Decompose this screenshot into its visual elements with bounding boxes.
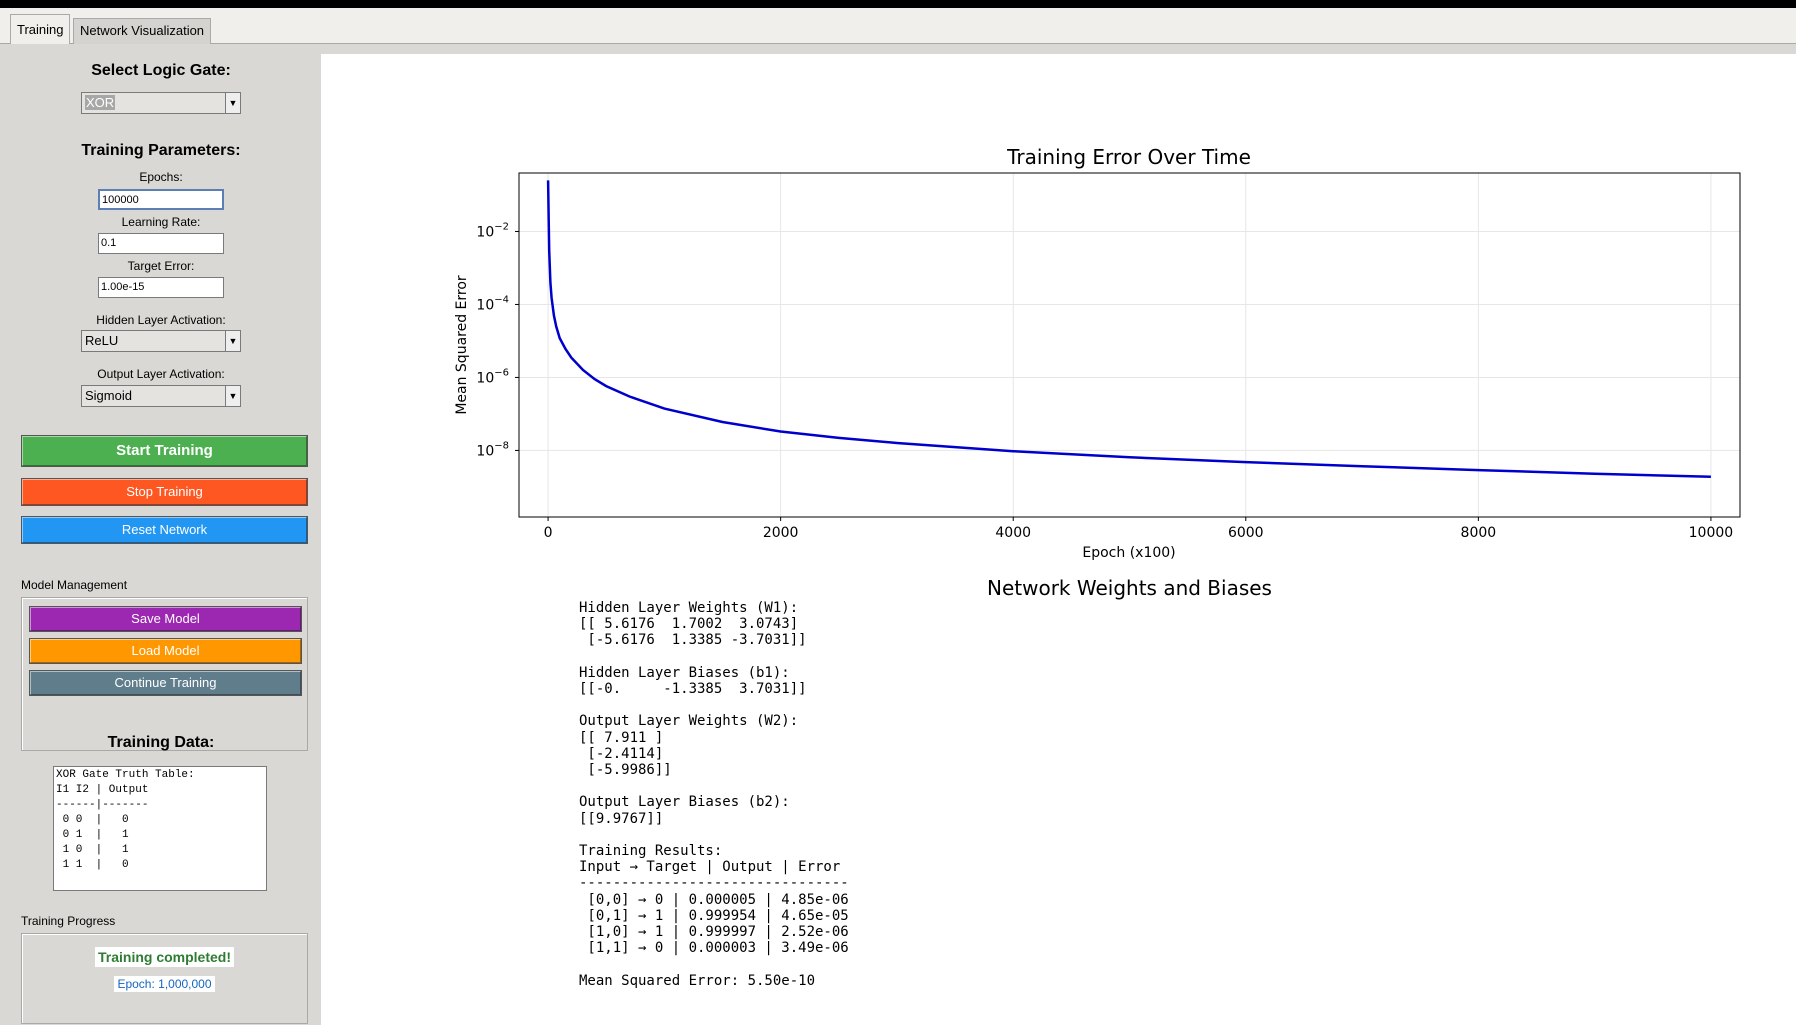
x-axis-label: Epoch (x100) bbox=[1082, 545, 1175, 561]
plot-area: Training Error Over Time 0 2000 4000 6000 80… bbox=[321, 54, 1796, 1025]
params-heading: Training Parameters: bbox=[81, 142, 241, 159]
chart-ticks: 0 2000 4000 6000 8000 10000 10−2 10−4 10−6 10−8 bbox=[476, 221, 1733, 541]
status-row: Training completed! bbox=[8, 947, 321, 967]
output-activation-label: Output Layer Activation: bbox=[97, 367, 225, 381]
y-tick-label: 10−2 bbox=[476, 221, 509, 240]
chart-frame bbox=[518, 172, 1741, 518]
y-tick-label: 10−6 bbox=[476, 367, 509, 386]
x-tick-label: 6000 bbox=[1228, 525, 1264, 541]
chart-grid bbox=[519, 173, 1740, 517]
chevron-down-icon[interactable]: ▼ bbox=[225, 386, 240, 406]
epoch-row: Epoch: 1,000,000 bbox=[8, 976, 321, 992]
hidden-activation-value: ReLU bbox=[85, 333, 119, 348]
x-tick-label: 2000 bbox=[763, 525, 799, 541]
reset-network-button[interactable]: Reset Network bbox=[21, 516, 308, 544]
window-title-bar bbox=[0, 0, 1796, 8]
training-data-heading: Training Data: bbox=[107, 734, 215, 751]
epochs-label: Epochs: bbox=[139, 170, 183, 184]
training-progress-label: Training Progress bbox=[21, 914, 116, 928]
output-activation-value: Sigmoid bbox=[85, 388, 132, 403]
target-error-label: Target Error: bbox=[127, 259, 195, 273]
start-training-button[interactable]: Start Training bbox=[21, 435, 308, 467]
stop-training-button[interactable]: Stop Training bbox=[21, 478, 308, 506]
continue-training-button[interactable]: Continue Training bbox=[29, 670, 302, 696]
model-management-label: Model Management bbox=[21, 578, 128, 592]
tab-training[interactable]: Training bbox=[10, 14, 71, 45]
gate-heading: Select Logic Gate: bbox=[91, 62, 231, 79]
gate-select-value: XOR bbox=[85, 95, 116, 110]
chevron-down-icon[interactable]: ▼ bbox=[225, 331, 240, 351]
weights-text: Hidden Layer Weights (W1): [[ 5.6176 1.7… bbox=[579, 600, 849, 989]
y-axis-label: Mean Squared Error bbox=[454, 275, 470, 415]
x-tick-label: 4000 bbox=[995, 525, 1031, 541]
tab-network-visualization[interactable]: Network Visualization bbox=[73, 18, 212, 44]
hidden-activation-label: Hidden Layer Activation: bbox=[96, 313, 226, 327]
save-model-button[interactable]: Save Model bbox=[29, 606, 302, 632]
gate-select[interactable]: XOR ▼ bbox=[81, 92, 241, 114]
control-sidebar: Select Logic Gate: XOR ▼ Training Parame… bbox=[8, 44, 321, 1025]
epoch-text: Epoch: 1,000,000 bbox=[114, 976, 215, 992]
target-error-field[interactable]: 1.00e-15 bbox=[98, 277, 224, 298]
output-activation-select[interactable]: Sigmoid ▼ bbox=[81, 385, 241, 407]
status-text: Training completed! bbox=[94, 947, 234, 967]
x-tick-label: 0 bbox=[544, 525, 553, 541]
training-error-chart: Training Error Over Time 0 2000 4000 6000 80… bbox=[454, 145, 1741, 561]
chart-title: Training Error Over Time bbox=[1006, 145, 1251, 169]
error-series-line bbox=[546, 180, 1711, 479]
weights-title: Network Weights and Biases bbox=[987, 576, 1272, 600]
load-model-button[interactable]: Load Model bbox=[29, 638, 302, 664]
tab-bar: Training Network Visualization bbox=[0, 8, 1796, 45]
chevron-down-icon[interactable]: ▼ bbox=[225, 93, 240, 113]
epochs-field[interactable]: 100000 bbox=[98, 189, 224, 210]
learning-rate-label: Learning Rate: bbox=[121, 215, 201, 229]
learning-rate-field[interactable]: 0.1 bbox=[98, 233, 224, 254]
truth-table-text: XOR Gate Truth Table: I1 I2 | Output ---… bbox=[53, 766, 267, 891]
x-tick-label: 10000 bbox=[1689, 525, 1734, 541]
training-progress-group bbox=[21, 933, 308, 1024]
y-tick-label: 10−8 bbox=[476, 440, 509, 459]
y-tick-label: 10−4 bbox=[476, 294, 509, 313]
x-tick-label: 8000 bbox=[1461, 525, 1497, 541]
hidden-activation-select[interactable]: ReLU ▼ bbox=[81, 330, 241, 352]
model-management-group bbox=[21, 597, 308, 751]
